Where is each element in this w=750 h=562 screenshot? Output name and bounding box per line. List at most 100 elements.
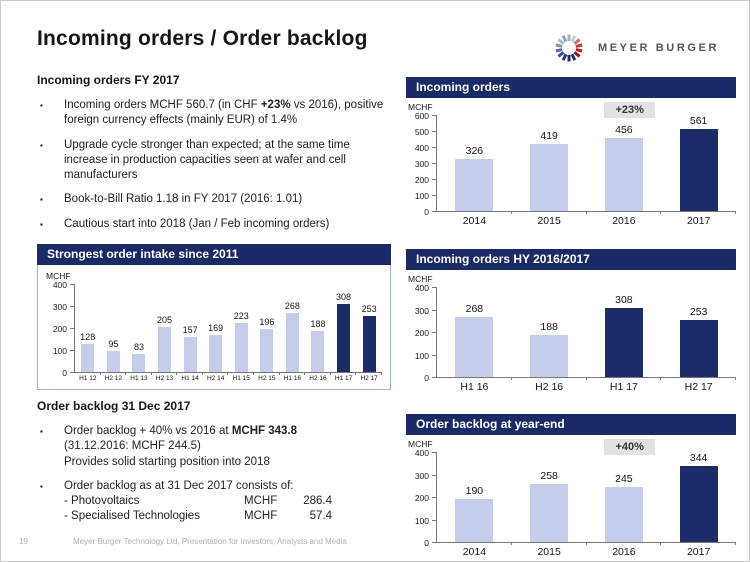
y-axis: 600 500 400 300 200 100 0 (406, 111, 436, 217)
bar (311, 330, 325, 372)
y-tick-mark (432, 309, 436, 311)
y-axis: 400 300 200 100 0 (406, 283, 436, 383)
bullet-text: Incoming orders MCHF 560.7 (in CHF +23% … (64, 99, 387, 127)
incoming-orders-bullet-list: ▪ Incoming orders MCHF 560.7 (in CHF +23%… (37, 98, 391, 241)
bar-group: 308 H1 17 (587, 287, 662, 393)
bar-group: 128 H1 12 (75, 284, 101, 382)
bullet-item: ▪ Book-to-Bill Ratio 1.18 in FY 2017 (201… (37, 192, 391, 207)
bar-value-label: 223 (233, 310, 249, 321)
backlog-row: - Photovoltaics MCHF 286.4 (64, 494, 332, 509)
backlog-row: - Specialised Technologies MCHF 57.4 (64, 509, 332, 524)
bar-value-label: 169 (208, 322, 224, 333)
y-tick-mark (432, 147, 436, 148)
bar-group: 245 2016 (587, 452, 662, 558)
bar-category-label: H2 16 (309, 375, 327, 382)
chart-panel-title: Order backlog at year-end (406, 414, 736, 435)
y-tick-label: 400 (414, 283, 429, 293)
bullet-marker: ▪ (40, 481, 43, 491)
chart-panel-title: Incoming orders (406, 77, 736, 98)
logo-wordmark: MEYER BURGER (597, 42, 719, 54)
bar-category-label: 2016 (612, 215, 636, 227)
bar (530, 334, 569, 377)
bar-value-label: 419 (540, 129, 558, 142)
bullet-item: ▪ Incoming orders MCHF 560.7 (in CHF +23%… (37, 98, 391, 129)
order-backlog-yearend-panel: Order backlog at year-end MCHF 400 300 200 1… (406, 414, 736, 561)
bullet-marker: ▪ (40, 140, 43, 150)
bullet-item: ▪ Order backlog + 40% vs 2016 at MCHF 343… (37, 424, 391, 470)
bar-group: 196 H2 15 (254, 284, 280, 382)
bar-group: 95 H2 12 (101, 284, 127, 382)
bar (679, 129, 718, 211)
bar (362, 316, 376, 372)
bullet-marker: ▪ (40, 219, 43, 229)
y-tick-label: 600 (414, 111, 429, 121)
percent-change-badge: +23% (604, 102, 655, 118)
y-tick-mark (432, 115, 436, 116)
bullet-text: Order backlog as at 31 Dec 2017 consists… (64, 479, 391, 525)
bar-value-label: 196 (259, 316, 275, 327)
bar (337, 304, 351, 372)
y-tick-mark (70, 306, 74, 307)
bar (81, 343, 95, 372)
percent-change-badge: +40% (604, 439, 655, 455)
y-axis-unit-label: MCHF (408, 274, 433, 284)
y-tick-label: 0 (424, 538, 429, 548)
y-tick-mark (432, 131, 436, 132)
y-tick-label: 300 (52, 302, 67, 312)
bar-category-label: 2015 (537, 215, 561, 227)
bar-value-label: 188 (310, 318, 326, 329)
order-backlog-bullet-list: ▪ Order backlog + 40% vs 2016 at MCHF 343… (37, 424, 391, 534)
y-tick-label: 500 (414, 127, 429, 137)
page-number: 19 (19, 537, 28, 546)
bar-category-label: H1 12 (79, 375, 97, 382)
bar-value-label: 268 (465, 302, 484, 315)
y-tick-mark (70, 328, 74, 329)
y-axis-unit-label: MCHF (46, 271, 71, 281)
plot: 190 2014 258 2015 245 2016 344 2017 +40% (436, 439, 736, 558)
bullet-item: ▪ Order backlog as at 31 Dec 2017 consist… (37, 479, 391, 525)
y-tick-mark (432, 195, 436, 196)
bullet-item: ▪ Cautious start into 2018 (Jan / Feb inc… (37, 217, 391, 232)
plot-area: 600 500 400 300 200 100 0 326 2014 419 2015 456 2016… (415, 102, 736, 227)
backlog-row-value: MCHF 286.4 (244, 494, 332, 509)
order-intake-chart: MCHF 400 300 200 100 0 128 H1 12 95 H2 12 83 H1 13 2… (44, 271, 382, 382)
bar-value-label: 157 (182, 325, 198, 336)
left-column: Incoming orders FY 2017 ▪ Incoming orders… (37, 73, 391, 533)
bar-category-label: H1 14 (181, 375, 199, 382)
bar (209, 334, 223, 372)
order-backlog-yearend-chart: MCHF 400 300 200 100 0 190 2014 258 2015 245 2016 34… (406, 435, 736, 561)
page-title: Incoming orders / Order backlog (37, 27, 368, 50)
bar-value-label: 245 (615, 472, 633, 485)
bar-category-label: H2 12 (104, 375, 123, 382)
bar (106, 351, 120, 372)
plot-area: 400 300 200 100 0 268 H1 16 188 H2 16 308 H1 17 253… (415, 283, 736, 393)
bullet-marker: ▪ (40, 101, 43, 110)
bar-value-label: 205 (157, 314, 173, 325)
bar-category-label: H1 13 (130, 375, 148, 382)
y-tick-label: 100 (414, 191, 429, 201)
order-backlog-section: Order backlog 31 Dec 2017 ▪ Order backlog… (37, 399, 391, 534)
bar-value-label: 253 (689, 306, 708, 319)
bar-value-label: 258 (540, 469, 558, 482)
bar (260, 328, 274, 372)
bar-category-label: H1 15 (232, 375, 250, 382)
bullet-marker: ▪ (40, 195, 43, 205)
y-tick-label: 400 (414, 448, 429, 458)
y-tick-label: 300 (414, 305, 429, 316)
y-tick-label: 400 (414, 143, 429, 153)
plot: 326 2014 419 2015 456 2016 561 2017 +23% (436, 102, 736, 227)
chart-panel-title: Incoming orders HY 2016/2017 (406, 249, 736, 270)
backlog-row-value: MCHF 57.4 (244, 509, 332, 524)
y-tick-mark (432, 163, 436, 164)
y-tick-label: 0 (62, 368, 67, 378)
bar (455, 158, 494, 211)
y-tick-mark (432, 542, 436, 543)
bar-group: 308 H1 17 (331, 284, 357, 382)
company-logo: MEYER BURGER (550, 29, 719, 67)
y-axis-unit-label: MCHF (408, 102, 433, 112)
backlog-row-amount: 286.4 (303, 495, 332, 508)
y-tick-label: 0 (424, 373, 429, 383)
y-tick-mark (70, 284, 74, 285)
y-tick-label: 200 (414, 328, 429, 338)
